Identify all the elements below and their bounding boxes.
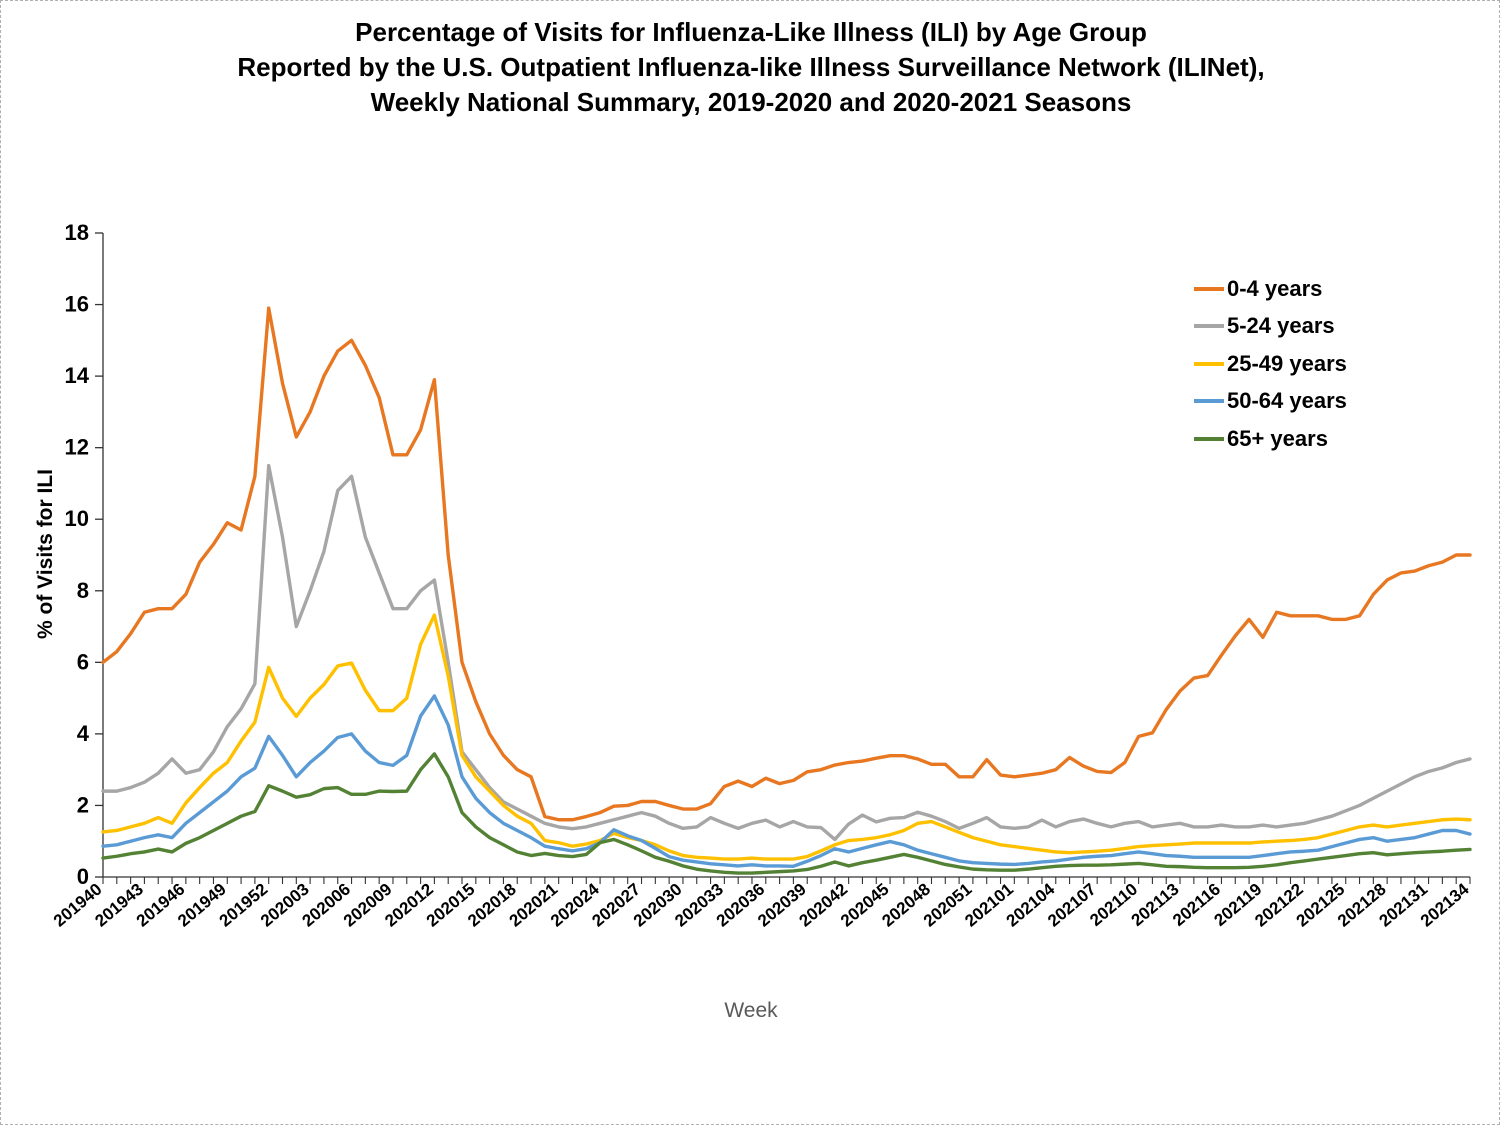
svg-text:16: 16 bbox=[65, 292, 89, 317]
svg-text:14: 14 bbox=[65, 363, 90, 388]
svg-text:18: 18 bbox=[65, 220, 89, 245]
svg-text:202134: 202134 bbox=[1417, 879, 1473, 930]
svg-text:10: 10 bbox=[65, 506, 89, 531]
svg-text:4: 4 bbox=[77, 721, 90, 746]
svg-text:8: 8 bbox=[77, 578, 89, 603]
svg-text:2: 2 bbox=[77, 792, 89, 817]
svg-text:12: 12 bbox=[65, 435, 89, 460]
svg-text:6: 6 bbox=[77, 649, 89, 674]
